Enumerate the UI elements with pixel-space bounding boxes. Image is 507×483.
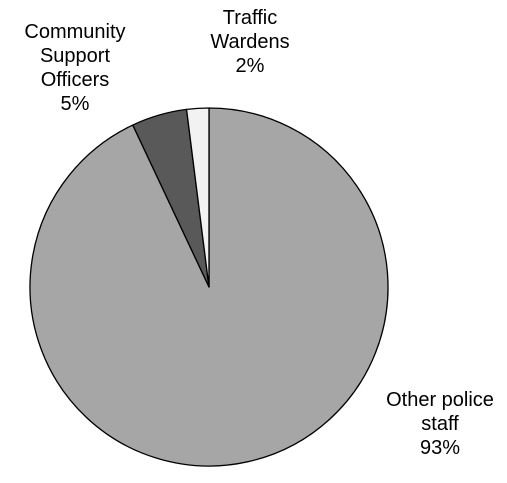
slice-name-label: Other police (386, 389, 494, 411)
slice-name-label: Community (24, 21, 125, 43)
slice-value-label: 2% (236, 55, 265, 77)
slice-name-label: staff (421, 413, 459, 435)
slice-name-label: Wardens (210, 31, 289, 53)
slice-name-label: Support (40, 45, 110, 67)
slice-value-label: 5% (61, 93, 90, 115)
pie-slice-traffic-wardens (185, 107, 210, 288)
slice-value-label: 93% (420, 437, 460, 459)
slice-name-label: Traffic (223, 7, 277, 29)
slice-name-label: Officers (41, 69, 110, 91)
